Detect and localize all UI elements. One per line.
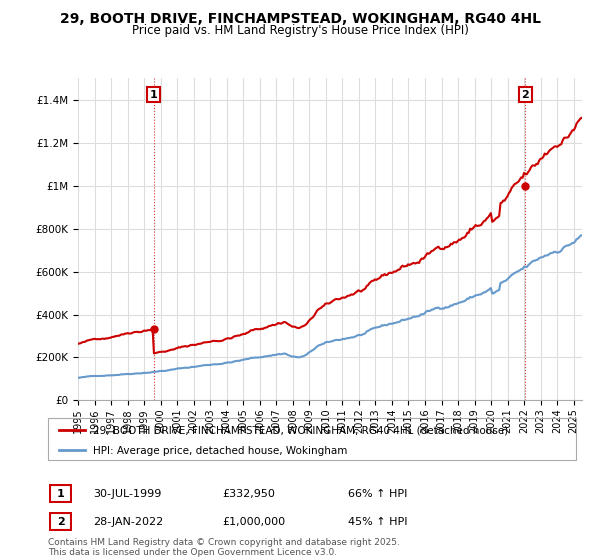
Text: Contains HM Land Registry data © Crown copyright and database right 2025.
This d: Contains HM Land Registry data © Crown c… bbox=[48, 538, 400, 557]
Text: 30-JUL-1999: 30-JUL-1999 bbox=[93, 489, 161, 499]
Text: 1: 1 bbox=[150, 90, 158, 100]
Text: 2: 2 bbox=[521, 90, 529, 100]
Text: 28-JAN-2022: 28-JAN-2022 bbox=[93, 517, 163, 527]
Text: 29, BOOTH DRIVE, FINCHAMPSTEAD, WOKINGHAM, RG40 4HL (detached house): 29, BOOTH DRIVE, FINCHAMPSTEAD, WOKINGHA… bbox=[93, 426, 508, 436]
Text: Price paid vs. HM Land Registry's House Price Index (HPI): Price paid vs. HM Land Registry's House … bbox=[131, 24, 469, 37]
Text: £1,000,000: £1,000,000 bbox=[222, 517, 285, 527]
Text: 66% ↑ HPI: 66% ↑ HPI bbox=[348, 489, 407, 499]
Text: HPI: Average price, detached house, Wokingham: HPI: Average price, detached house, Woki… bbox=[93, 446, 347, 455]
Text: £332,950: £332,950 bbox=[222, 489, 275, 499]
Text: 2: 2 bbox=[57, 517, 64, 527]
Text: 29, BOOTH DRIVE, FINCHAMPSTEAD, WOKINGHAM, RG40 4HL: 29, BOOTH DRIVE, FINCHAMPSTEAD, WOKINGHA… bbox=[59, 12, 541, 26]
Text: 45% ↑ HPI: 45% ↑ HPI bbox=[348, 517, 407, 527]
Text: 1: 1 bbox=[57, 489, 64, 499]
